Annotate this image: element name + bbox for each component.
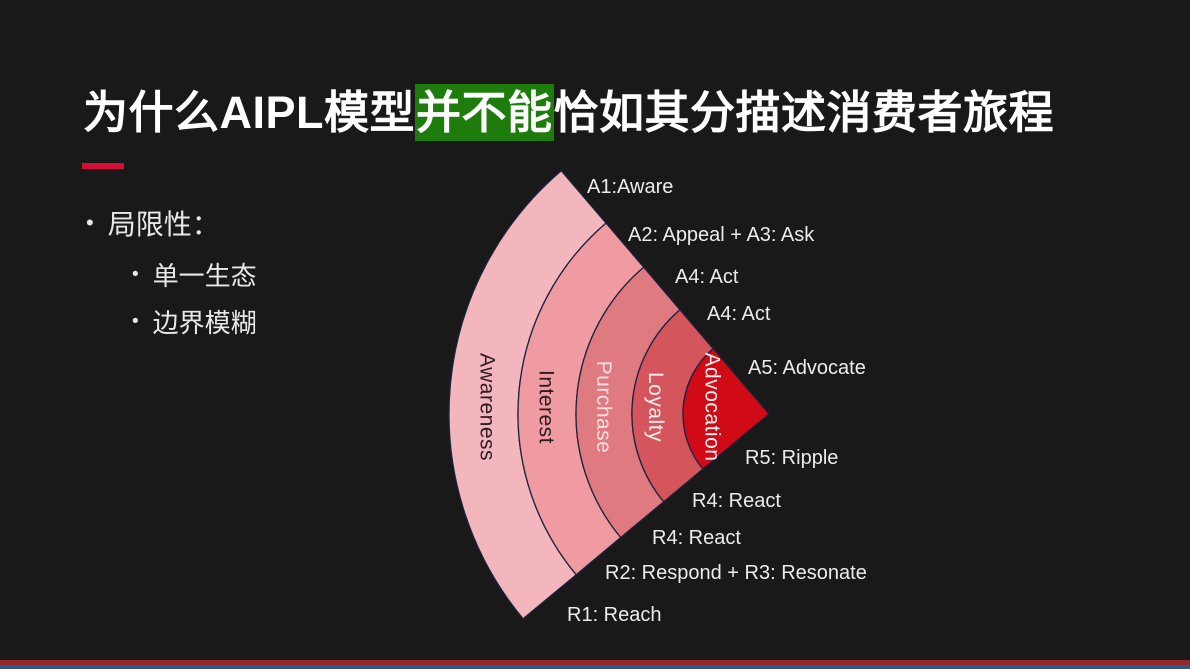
stage-label-7: R4: React (652, 527, 741, 549)
stage-label-3: A4: Act (707, 303, 771, 325)
stage-label-5: R5: Ripple (745, 447, 838, 469)
accent-dash (82, 163, 124, 169)
footer-red-bar (0, 660, 1190, 665)
title-highlight: 并不能 (415, 84, 554, 142)
stage-label-2: A4: Act (675, 266, 739, 288)
stage-label-4: A5: Advocate (748, 357, 866, 379)
stage-label-0: A1:Aware (587, 176, 673, 198)
ring-label-purchase: Purchase (592, 361, 615, 454)
title-pre: 为什么AIPL模型 (83, 87, 416, 139)
ring-label-interest: Interest (534, 370, 557, 444)
footer-blue-bar (0, 665, 1190, 669)
page-title: 为什么AIPL模型并不能恰如其分描述消费者旅程 (83, 83, 1054, 143)
bullet-dot-icon: • (86, 210, 94, 235)
ring-label-loyalty: Loyalty (644, 372, 667, 442)
stage-label-1: A2: Appeal + A3: Ask (628, 224, 815, 246)
bullet-blurred-boundaries-label: 边界模糊 (152, 308, 257, 338)
ring-advocation (682, 347, 770, 470)
bullet-limitations: • 局限性： (86, 203, 220, 243)
bullet-single-ecosystem: • 单一生态 (132, 256, 257, 293)
ring-label-advocation: Advocation (701, 353, 724, 462)
stage-label-8: R2: Respond + R3: Resonate (605, 562, 867, 584)
bullet-blurred-boundaries: • 边界模糊 (132, 303, 257, 340)
ring-label-awareness: Awareness (476, 353, 499, 461)
bullet-dot-icon: • (132, 310, 139, 332)
bullet-limitations-label: 局限性： (107, 209, 220, 240)
stage-label-6: R4: React (692, 490, 781, 512)
bullet-dot-icon: • (132, 263, 139, 285)
title-post: 恰如其分描述消费者旅程 (553, 87, 1055, 139)
bullet-single-ecosystem-label: 单一生态 (152, 261, 257, 291)
stage-label-9: R1: Reach (567, 604, 662, 626)
